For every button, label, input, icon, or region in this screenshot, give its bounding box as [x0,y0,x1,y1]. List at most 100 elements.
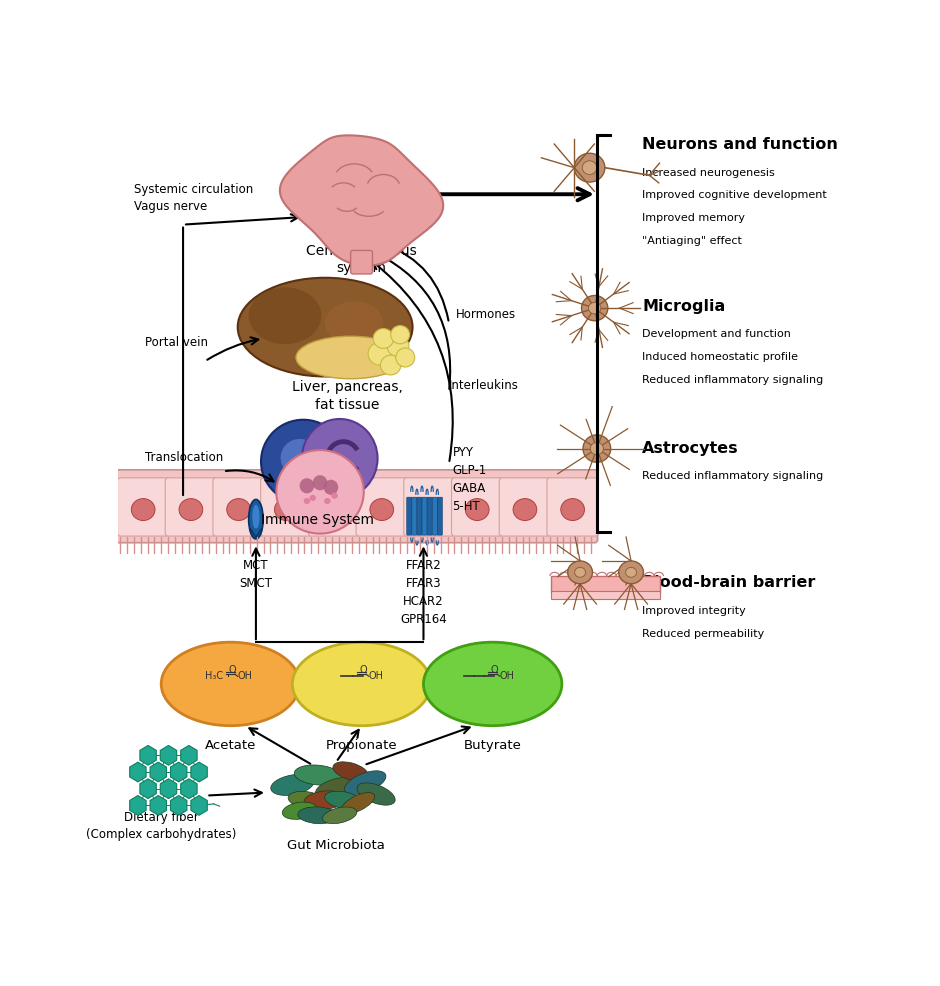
Text: "Antiaging" effect: "Antiaging" effect [642,236,742,246]
Ellipse shape [423,642,562,726]
Ellipse shape [324,498,331,504]
Ellipse shape [289,792,325,809]
Text: Systemic circulation
Vagus nerve: Systemic circulation Vagus nerve [133,183,253,213]
FancyBboxPatch shape [407,497,412,535]
Ellipse shape [324,791,362,809]
Ellipse shape [391,325,410,344]
Ellipse shape [381,355,400,375]
FancyBboxPatch shape [260,478,312,536]
Ellipse shape [296,336,405,379]
Text: Hormones: Hormones [456,308,516,320]
Ellipse shape [302,419,378,498]
Ellipse shape [300,478,314,493]
FancyBboxPatch shape [417,497,422,535]
Ellipse shape [561,499,585,521]
Ellipse shape [619,561,644,584]
FancyBboxPatch shape [404,478,455,536]
Ellipse shape [179,499,203,521]
Text: O: O [491,666,498,675]
Ellipse shape [333,762,368,781]
Polygon shape [280,135,444,265]
Ellipse shape [282,802,317,819]
Text: OH: OH [500,671,515,681]
Text: Liver, pancreas,
fat tissue: Liver, pancreas, fat tissue [291,381,402,411]
Ellipse shape [313,475,327,490]
Ellipse shape [574,567,586,577]
Ellipse shape [513,499,537,521]
FancyBboxPatch shape [351,250,372,274]
FancyBboxPatch shape [412,497,417,535]
Text: Gut Microbiota: Gut Microbiota [287,839,385,852]
Ellipse shape [582,296,608,320]
Ellipse shape [626,567,636,577]
Text: Interleukins: Interleukins [449,379,519,392]
Ellipse shape [568,561,592,584]
Ellipse shape [304,791,346,810]
FancyBboxPatch shape [547,478,598,536]
Ellipse shape [322,807,357,823]
FancyBboxPatch shape [422,497,427,535]
Ellipse shape [588,303,601,314]
Ellipse shape [417,499,441,521]
Text: Dietary fiber
(Complex carbohydrates): Dietary fiber (Complex carbohydrates) [86,810,236,841]
Bar [551,576,660,593]
Ellipse shape [276,450,364,533]
Text: Microglia: Microglia [642,299,726,314]
Ellipse shape [331,493,337,499]
Ellipse shape [162,642,300,726]
Ellipse shape [227,499,250,521]
Ellipse shape [333,348,347,360]
Ellipse shape [325,302,384,345]
Text: Butyrate: Butyrate [463,740,522,752]
Ellipse shape [373,328,394,348]
FancyBboxPatch shape [432,497,437,535]
Ellipse shape [248,287,321,344]
Text: Neurons and function: Neurons and function [642,137,838,152]
Ellipse shape [323,480,338,495]
Text: Blood-brain barrier: Blood-brain barrier [642,576,815,591]
Text: Translocation: Translocation [145,452,224,464]
Ellipse shape [298,807,337,823]
Ellipse shape [574,153,604,182]
Text: Reduced inflammatory signaling: Reduced inflammatory signaling [642,471,823,481]
FancyBboxPatch shape [213,478,264,536]
Text: Induced homeostatic profile: Induced homeostatic profile [642,352,798,362]
Text: H₃C: H₃C [205,671,224,681]
Ellipse shape [309,495,316,501]
Text: OH: OH [238,671,253,681]
Ellipse shape [387,335,409,357]
Ellipse shape [344,771,386,795]
Ellipse shape [590,443,603,455]
Ellipse shape [295,453,319,475]
Text: OH: OH [368,671,384,681]
Ellipse shape [271,774,314,796]
Text: Improved memory: Improved memory [642,213,745,223]
Text: Reduced inflammatory signaling: Reduced inflammatory signaling [642,375,823,385]
Text: PYY
GLP-1
GABA
5-HT: PYY GLP-1 GABA 5-HT [453,447,487,514]
FancyBboxPatch shape [115,470,598,542]
Text: Reduced permeability: Reduced permeability [642,628,764,639]
Text: Astrocytes: Astrocytes [642,441,739,456]
FancyBboxPatch shape [118,478,169,536]
FancyBboxPatch shape [437,497,443,535]
Ellipse shape [316,778,356,799]
Ellipse shape [322,499,346,521]
Text: Improved cognitive development: Improved cognitive development [642,190,827,200]
Text: FFAR2
FFAR3
HCAR2
GPR164: FFAR2 FFAR3 HCAR2 GPR164 [400,559,446,626]
FancyBboxPatch shape [356,478,407,536]
Text: MCT
SMCT: MCT SMCT [240,559,273,590]
Text: O: O [228,666,236,675]
Ellipse shape [132,499,155,521]
Ellipse shape [304,498,310,504]
FancyBboxPatch shape [308,478,360,536]
Ellipse shape [341,793,375,813]
Text: Increased neurogenesis: Increased neurogenesis [642,168,775,177]
FancyBboxPatch shape [427,497,432,535]
Text: Central nervous
system: Central nervous system [306,244,417,275]
Ellipse shape [261,420,346,503]
Ellipse shape [370,499,394,521]
Text: Portal vein: Portal vein [145,336,208,349]
Ellipse shape [465,499,489,521]
Text: O: O [359,666,367,675]
FancyBboxPatch shape [165,478,216,536]
